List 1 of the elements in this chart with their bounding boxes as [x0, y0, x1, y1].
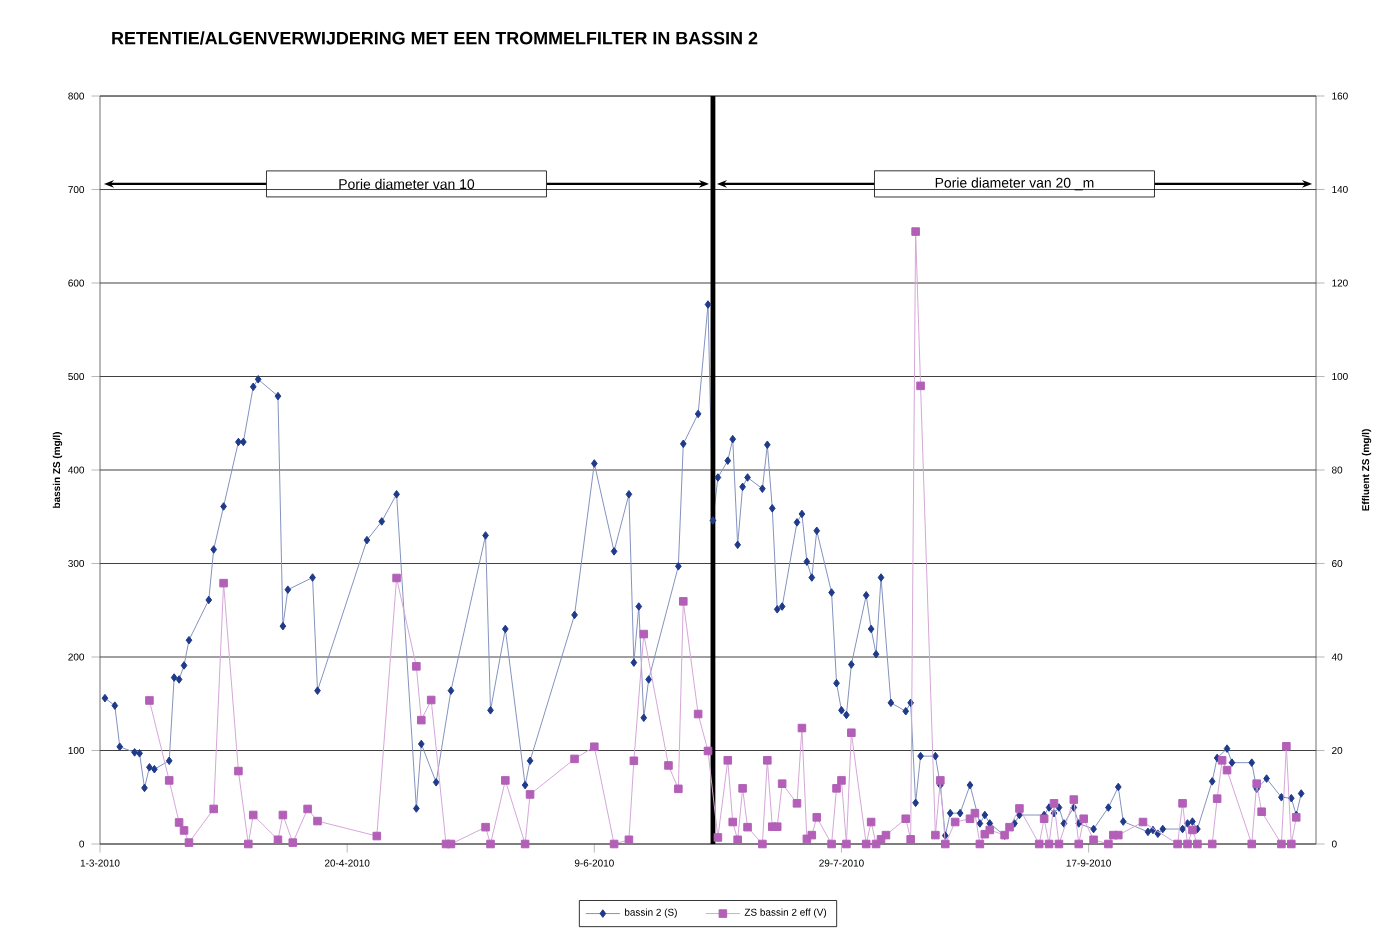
- chart-title: RETENTIE/ALGENVERWIJDERING MET EEN TROMMELFILTER IN BASSIN 2: [112, 31, 758, 45]
